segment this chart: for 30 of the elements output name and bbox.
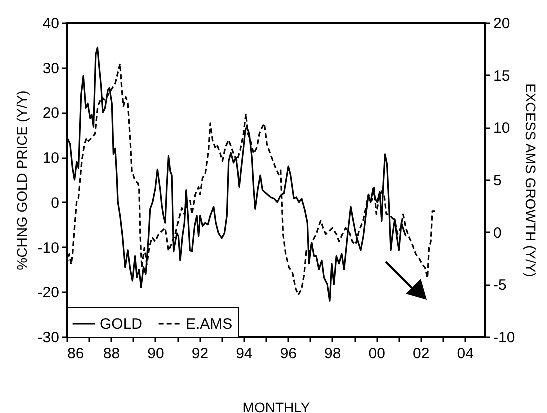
x-tick-label: 88 xyxy=(103,346,120,362)
y2-tick-label: 5 xyxy=(494,172,502,190)
y2-tick-label: 20 xyxy=(494,16,510,32)
y2-tick-label: 0 xyxy=(494,224,502,242)
y-tick-label: 40 xyxy=(42,16,60,32)
x-axis-title: MONTHLY xyxy=(242,400,311,413)
y2-axis-title: EXCESS AMS GROWTH (Y/Y) xyxy=(523,84,540,278)
x-tick-label: 00 xyxy=(368,346,386,362)
x-tick-label: 90 xyxy=(148,346,164,362)
y-axis-title: %CHNG GOLD PRICE (Y/Y) xyxy=(14,90,30,270)
x-tick-label: 86 xyxy=(68,346,84,362)
x-tick-label: 02 xyxy=(413,346,430,362)
y2-tick-label: 10 xyxy=(494,120,510,138)
y-tick-label: -10 xyxy=(38,240,60,257)
legend-label: E.AMS xyxy=(186,316,233,333)
y-tick-label: 20 xyxy=(42,105,60,122)
y-tick-label: 10 xyxy=(42,150,60,168)
y-tick-label: 0 xyxy=(51,194,60,212)
legend-label: GOLD xyxy=(100,316,143,333)
x-tick-label: 92 xyxy=(192,346,209,362)
x-tick-label: 96 xyxy=(280,346,298,362)
y2-tick-label: -5 xyxy=(494,277,507,294)
y2-tick-label: -10 xyxy=(494,330,516,346)
y-tick-label: 30 xyxy=(42,60,60,78)
y-tick-label: -20 xyxy=(38,284,60,302)
y-tick-label: -30 xyxy=(38,330,60,346)
x-tick-label: 94 xyxy=(236,346,253,362)
x-tick-label: 04 xyxy=(457,346,474,362)
x-tick-label: 98 xyxy=(324,346,342,362)
y2-tick-label: 15 xyxy=(494,68,510,85)
